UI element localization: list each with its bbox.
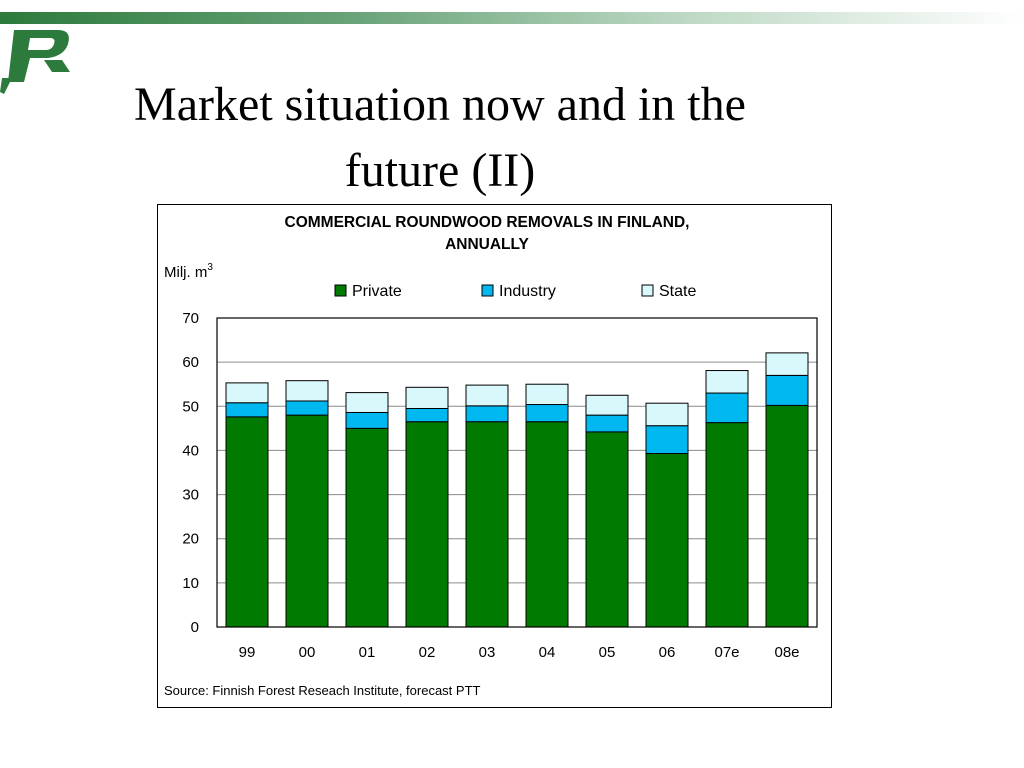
bar-segment-state <box>465 384 509 407</box>
bar-segment-industry <box>285 400 329 416</box>
slide-title-line-2: future (II) <box>344 144 536 197</box>
bar-segment-state <box>765 352 809 376</box>
chart-frame: COMMERCIAL ROUNDWOOD REMOVALS IN FINLAND… <box>157 204 832 708</box>
x-tick-label: 06 <box>659 644 676 661</box>
x-tick-label: 00 <box>299 644 316 661</box>
bar-segment-industry <box>405 407 449 423</box>
bar-segment-industry <box>225 402 269 418</box>
legend-swatch-private <box>334 284 347 297</box>
bar-segment-industry <box>765 374 809 406</box>
bar-segment-state <box>345 392 389 413</box>
unit-superscript: 3 <box>207 262 213 273</box>
legend-swatch-industry <box>481 284 494 297</box>
chart-source-note: Source: Finnish Forest Reseach Institute… <box>164 683 481 698</box>
bar-segment-industry <box>585 414 629 433</box>
slide-title: Market situation now and in the future (… <box>40 72 840 204</box>
y-tick-label: 40 <box>182 442 199 459</box>
bar-segment-private <box>585 431 629 628</box>
x-tick-label: 03 <box>479 644 496 661</box>
bar-segment-industry <box>705 392 749 424</box>
legend-label-private: Private <box>352 283 402 300</box>
bar-segment-state <box>285 380 329 402</box>
bar-segment-state <box>645 402 689 427</box>
top-accent-bar <box>0 12 1024 24</box>
x-axis-ticks: 99 00 01 02 03 04 05 06 07e 08e <box>239 644 800 661</box>
x-tick-label: 01 <box>359 644 376 661</box>
bar-segment-industry <box>525 404 569 423</box>
bar-segment-private <box>285 414 329 628</box>
y-tick-label: 0 <box>191 619 199 636</box>
y-tick-label: 50 <box>182 398 199 415</box>
legend-swatch-state <box>641 284 654 297</box>
x-tick-label: 02 <box>419 644 436 661</box>
bar-segment-private <box>405 421 449 628</box>
y-tick-label: 70 <box>182 310 199 327</box>
bar-segment-industry <box>645 425 689 455</box>
bar-segment-private <box>345 427 389 628</box>
y-tick-label: 30 <box>182 487 199 504</box>
x-tick-label: 08e <box>774 644 799 661</box>
y-axis-ticks: 0 10 20 30 40 50 60 70 <box>182 310 199 636</box>
bar-segment-state <box>525 383 569 406</box>
bar-segment-private <box>645 453 689 628</box>
unit-label-text: Milj. m <box>164 264 207 281</box>
chart-title-line-2: ANNUALLY <box>445 236 529 253</box>
bar-segment-private <box>705 422 749 628</box>
bar-segment-state <box>705 370 749 394</box>
y-tick-label: 60 <box>182 354 199 371</box>
stacked-bar-chart: COMMERCIAL ROUNDWOOD REMOVALS IN FINLAND… <box>164 214 818 698</box>
bar-segment-private <box>525 421 569 628</box>
slide-title-line-1: Market situation now and in the <box>134 78 746 131</box>
bar-segment-private <box>765 404 809 628</box>
bar-segment-state <box>225 382 269 404</box>
chart-bars <box>225 352 809 628</box>
company-logo <box>0 30 70 94</box>
chart-title-line-1: COMMERCIAL ROUNDWOOD REMOVALS IN FINLAND… <box>285 214 690 231</box>
bar-segment-private <box>225 416 269 628</box>
bar-segment-state <box>585 394 629 416</box>
x-tick-label: 07e <box>714 644 739 661</box>
plot-area-border <box>216 317 818 628</box>
y-axis-unit-label: Milj. m3 <box>164 262 213 281</box>
x-tick-label: 05 <box>599 644 616 661</box>
y-tick-label: 10 <box>182 575 199 592</box>
legend-label-state: State <box>659 283 696 300</box>
bar-segment-industry <box>345 411 389 429</box>
y-tick-label: 20 <box>182 531 199 548</box>
legend-label-industry: Industry <box>499 283 556 300</box>
bar-segment-industry <box>465 405 509 423</box>
bar-segment-state <box>405 386 449 409</box>
x-tick-label: 04 <box>539 644 556 661</box>
x-tick-label: 99 <box>239 644 256 661</box>
chart-legend: Private Industry State <box>334 283 696 300</box>
bar-segment-private <box>465 421 509 628</box>
